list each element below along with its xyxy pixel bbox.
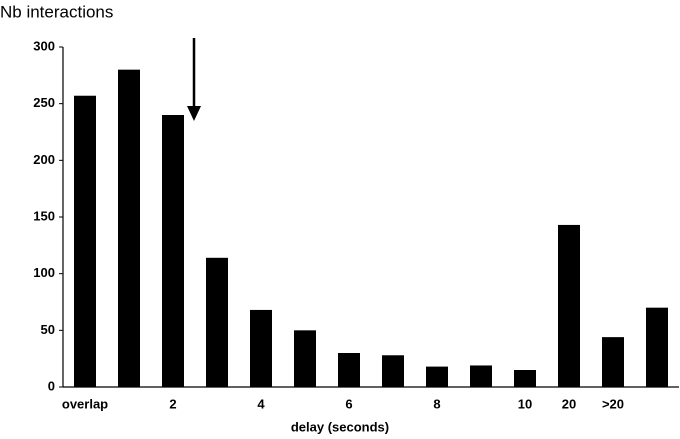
y-tick-label: 200 <box>33 152 55 167</box>
bar <box>470 365 492 387</box>
bar <box>74 95 96 387</box>
x-tick-label: overlap <box>62 396 108 411</box>
y-tick-label: 250 <box>33 95 55 110</box>
bar <box>426 366 448 387</box>
bar <box>382 355 404 387</box>
x-tick-label: 2 <box>169 396 176 411</box>
y-tick-label: 150 <box>33 208 55 223</box>
bar <box>294 330 316 387</box>
x-tick-label: 4 <box>257 396 265 411</box>
bar <box>602 337 624 387</box>
bar <box>162 115 184 387</box>
y-tick-label: 100 <box>33 265 55 280</box>
arrow-head <box>187 106 201 121</box>
bar <box>514 370 536 387</box>
bar <box>646 307 668 387</box>
x-tick-label: 6 <box>345 396 352 411</box>
y-tick-label: 300 <box>33 38 55 53</box>
bar <box>250 309 272 387</box>
x-tick-label: 20 <box>562 396 576 411</box>
x-tick-label: 10 <box>518 396 532 411</box>
bar <box>338 353 360 387</box>
x-axis-label: delay (seconds) <box>291 419 389 434</box>
bar <box>118 69 140 388</box>
x-tick-label: >20 <box>602 396 624 411</box>
bar <box>558 224 580 387</box>
chart-title: Nb interactions <box>0 2 113 21</box>
y-tick-label: 0 <box>48 378 55 393</box>
bar <box>206 257 228 387</box>
y-tick-label: 50 <box>41 322 55 337</box>
x-tick-label: 8 <box>433 396 440 411</box>
